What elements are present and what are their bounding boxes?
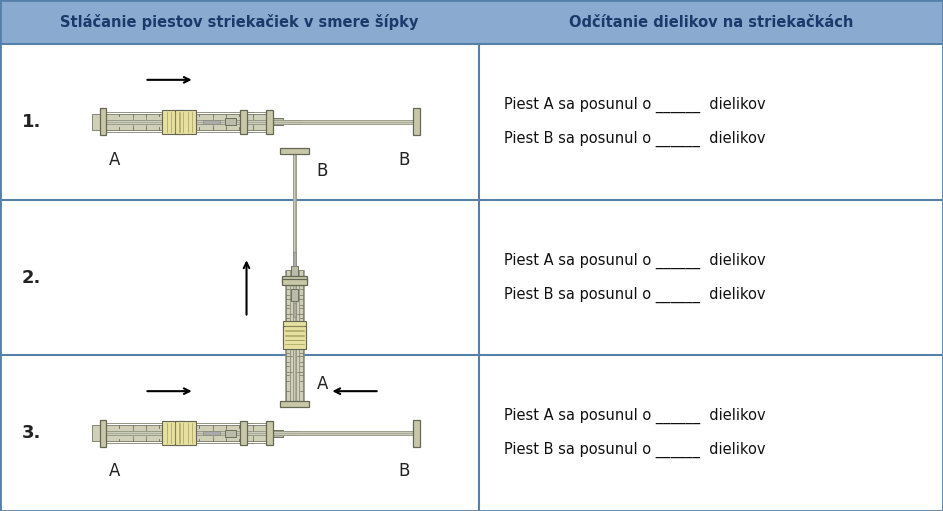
Bar xyxy=(106,120,162,124)
Text: A: A xyxy=(317,375,328,393)
Bar xyxy=(282,276,307,282)
Bar xyxy=(283,120,300,124)
Bar xyxy=(204,431,220,435)
Text: Piest B sa posunul o ______  dielikov: Piest B sa posunul o ______ dielikov xyxy=(505,442,766,458)
Bar xyxy=(225,430,236,437)
Bar xyxy=(266,422,273,445)
Text: B: B xyxy=(317,162,328,180)
Text: 3.: 3. xyxy=(22,424,41,442)
Bar xyxy=(292,154,296,321)
Text: A: A xyxy=(108,151,120,169)
Bar xyxy=(162,110,184,133)
Bar xyxy=(273,118,283,125)
Text: Stláčanie piestov striekačiek v smere šípky: Stláčanie piestov striekačiek v smere ší… xyxy=(60,14,419,30)
Text: B: B xyxy=(399,151,410,169)
Bar xyxy=(174,422,196,445)
Bar xyxy=(240,110,246,133)
Text: Piest A sa posunul o ______  dielikov: Piest A sa posunul o ______ dielikov xyxy=(505,97,766,113)
Bar xyxy=(266,110,273,133)
Bar xyxy=(282,279,307,285)
Bar xyxy=(273,430,283,437)
Text: 1.: 1. xyxy=(22,113,41,131)
Bar xyxy=(283,321,306,345)
Bar xyxy=(106,114,266,130)
Bar xyxy=(196,431,413,435)
Bar xyxy=(225,118,236,125)
Bar xyxy=(174,110,196,133)
Text: B: B xyxy=(399,462,410,480)
Bar xyxy=(100,420,106,447)
Bar xyxy=(106,431,162,435)
Bar xyxy=(292,303,296,317)
Bar xyxy=(92,425,253,442)
Text: Piest A sa posunul o ______  dielikov: Piest A sa posunul o ______ dielikov xyxy=(505,252,766,269)
Text: 2.: 2. xyxy=(22,268,41,287)
Bar xyxy=(292,252,296,266)
Text: A: A xyxy=(108,462,120,480)
Bar xyxy=(283,326,306,349)
Bar xyxy=(0,0,943,44)
Bar xyxy=(196,120,413,124)
Text: Piest B sa posunul o ______  dielikov: Piest B sa posunul o ______ dielikov xyxy=(505,131,766,147)
Bar xyxy=(106,425,266,442)
Bar xyxy=(292,349,296,401)
Bar xyxy=(283,431,300,435)
Bar xyxy=(291,266,298,279)
Bar xyxy=(100,108,106,135)
Text: Piest A sa posunul o ______  dielikov: Piest A sa posunul o ______ dielikov xyxy=(505,408,766,424)
Bar xyxy=(92,114,253,130)
Bar xyxy=(287,270,303,385)
Text: Piest B sa posunul o ______  dielikov: Piest B sa posunul o ______ dielikov xyxy=(505,286,766,303)
Bar xyxy=(204,120,220,124)
Bar xyxy=(291,289,298,301)
Bar xyxy=(413,108,420,135)
Bar xyxy=(287,285,303,401)
Text: Odčítanie dielikov na striekačkách: Odčítanie dielikov na striekačkách xyxy=(569,14,853,30)
Bar xyxy=(413,420,420,447)
Bar xyxy=(280,401,309,407)
Bar xyxy=(240,422,246,445)
Bar xyxy=(162,422,184,445)
Bar xyxy=(280,148,309,154)
